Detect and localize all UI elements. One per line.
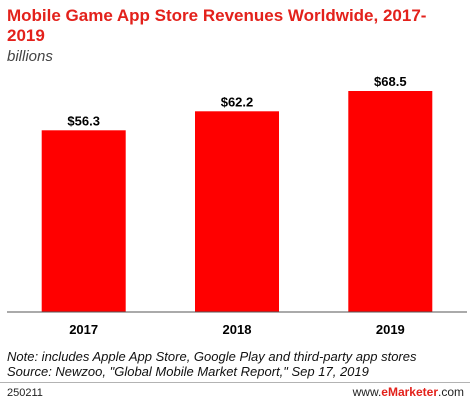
footer-divider bbox=[0, 382, 470, 383]
chart-id: 250211 bbox=[7, 387, 43, 399]
x-tick-2017: 2017 bbox=[69, 322, 98, 337]
footnote: Note: includes Apple App Store, Google P… bbox=[7, 349, 467, 379]
value-label-2019: $68.5 bbox=[374, 74, 407, 89]
logo-prefix: www. bbox=[352, 385, 382, 399]
bar-2017 bbox=[41, 130, 126, 312]
source-text: Source: Newzoo, "Global Mobile Market Re… bbox=[7, 364, 369, 379]
bar-2019 bbox=[348, 91, 433, 312]
chart-subtitle: billions bbox=[7, 48, 53, 65]
value-label-2018: $62.2 bbox=[221, 94, 254, 109]
x-tick-2019: 2019 bbox=[376, 322, 405, 337]
value-label-2017: $56.3 bbox=[67, 113, 100, 128]
bar-2018 bbox=[195, 111, 279, 312]
note-text: Note: includes Apple App Store, Google P… bbox=[7, 349, 417, 364]
chart-title: Mobile Game App Store Revenues Worldwide… bbox=[7, 6, 427, 45]
logo-brand: eMarketer bbox=[381, 385, 438, 399]
x-tick-2018: 2018 bbox=[223, 322, 252, 337]
logo-suffix: .com bbox=[437, 385, 464, 399]
emarketer-logo: www.eMarketer.com bbox=[353, 385, 464, 399]
bar-chart: $56.3 2017 $62.2 2018 $68.5 2019 bbox=[7, 74, 467, 337]
